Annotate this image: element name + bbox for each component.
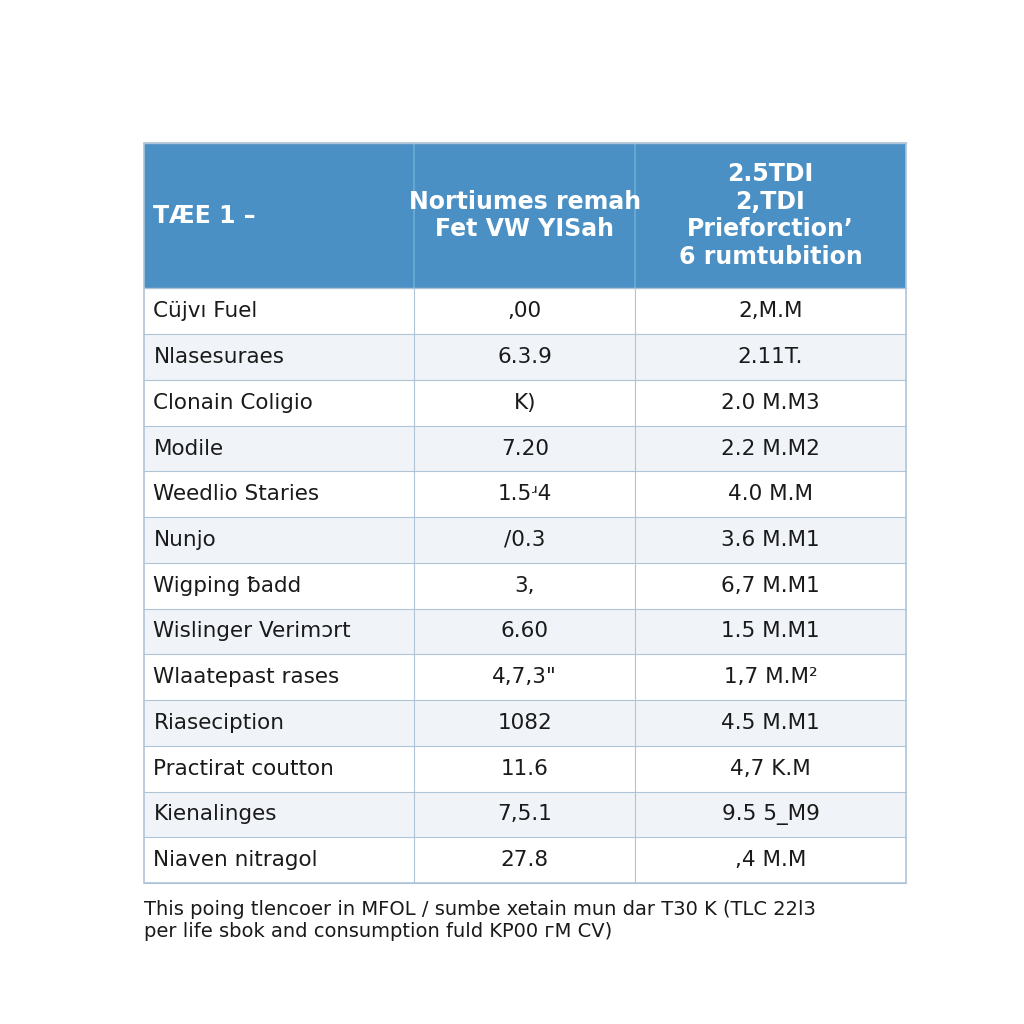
Text: Modile: Modile	[154, 438, 223, 459]
Text: Wigping ƀadd: Wigping ƀadd	[154, 575, 302, 596]
Text: Weedlio Staries: Weedlio Staries	[154, 484, 319, 504]
Text: Kienalinges: Kienalinges	[154, 805, 276, 824]
Bar	[143, 142, 906, 289]
Bar	[143, 838, 906, 883]
Text: Nortiumes remah
Fet VW YISah: Nortiumes remah Fet VW YISah	[409, 189, 641, 242]
Text: 2.5TDI
2,TDI
Prieforction’
6 rumtubition: 2.5TDI 2,TDI Prieforction’ 6 rumtubition	[679, 162, 862, 269]
Bar	[143, 380, 906, 426]
Text: 3.6 M.M1: 3.6 M.M1	[721, 530, 820, 550]
Text: 4.5 M.M1: 4.5 M.M1	[721, 713, 820, 733]
Text: 4,7,3": 4,7,3"	[493, 668, 557, 687]
Text: 1082: 1082	[498, 713, 552, 733]
Bar	[143, 654, 906, 700]
Text: 11.6: 11.6	[501, 759, 549, 778]
Text: K): K)	[514, 393, 536, 413]
Text: 7,5.1: 7,5.1	[498, 805, 552, 824]
Text: 4.0 M.M: 4.0 M.M	[728, 484, 813, 504]
Text: 3,: 3,	[514, 575, 536, 596]
Text: ,00: ,00	[508, 301, 542, 322]
Bar	[143, 700, 906, 745]
Text: /0.3: /0.3	[504, 530, 546, 550]
Text: 4,7 K.M: 4,7 K.M	[730, 759, 811, 778]
Text: Riaseciption: Riaseciption	[154, 713, 285, 733]
Text: 27.8: 27.8	[501, 850, 549, 870]
Text: Clonain Coligio: Clonain Coligio	[154, 393, 313, 413]
Bar	[143, 563, 906, 608]
Text: 9.5 5_M9: 9.5 5_M9	[722, 804, 819, 825]
Text: 6.60: 6.60	[501, 622, 549, 641]
Text: This poing tlencoer in MFOL / sumbe xetain mun dar T30 K (TLC 22l3
per life sbok: This poing tlencoer in MFOL / sumbe xeta…	[143, 900, 816, 941]
Text: 2.11T.: 2.11T.	[737, 347, 803, 367]
Text: Nlasesuraes: Nlasesuraes	[154, 347, 285, 367]
Text: 1,7 M.M²: 1,7 M.M²	[724, 668, 817, 687]
Bar	[143, 471, 906, 517]
Text: 6,7 M.M1: 6,7 M.M1	[721, 575, 820, 596]
Bar	[143, 517, 906, 563]
Text: 2,M.M: 2,M.M	[738, 301, 803, 322]
Text: Wlaatepast rases: Wlaatepast rases	[154, 668, 340, 687]
Text: 1.5ʴ4: 1.5ʴ4	[498, 484, 552, 504]
Text: Cüjvı Fuel: Cüjvı Fuel	[154, 301, 258, 322]
Text: Niaven nitragol: Niaven nitragol	[154, 850, 317, 870]
Text: TÆE 1 –: TÆE 1 –	[154, 204, 256, 227]
Text: 2.2 M.M2: 2.2 M.M2	[721, 438, 820, 459]
Text: 7.20: 7.20	[501, 438, 549, 459]
Bar	[143, 289, 906, 334]
Text: 6.3.9: 6.3.9	[498, 347, 552, 367]
Bar	[143, 334, 906, 380]
Text: 2.0 M.M3: 2.0 M.M3	[721, 393, 820, 413]
Text: Nunjo: Nunjo	[154, 530, 216, 550]
Bar	[143, 608, 906, 654]
Text: 1.5 M.M1: 1.5 M.M1	[721, 622, 820, 641]
Bar	[143, 426, 906, 471]
Bar	[143, 745, 906, 792]
Text: Wislinger Verimɔrt: Wislinger Verimɔrt	[154, 622, 351, 641]
Text: Practirat coutton: Practirat coutton	[154, 759, 334, 778]
Bar	[143, 792, 906, 838]
Text: ,4 M.M: ,4 M.M	[735, 850, 806, 870]
